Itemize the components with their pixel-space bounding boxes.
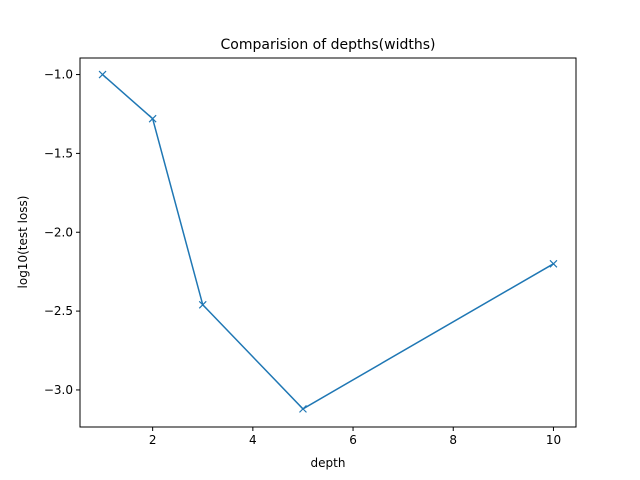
axes-frame	[79, 57, 577, 428]
x-axis-label: depth	[311, 456, 346, 470]
x-axis: 2 4 6 8 10	[149, 427, 561, 447]
y-tick-label: −2.5	[44, 304, 73, 318]
x-tick-label: 4	[249, 433, 257, 447]
series-line	[102, 73, 554, 410]
data-point	[98, 70, 107, 79]
chart-title: Comparision of depths(widths)	[221, 37, 436, 53]
plot-area	[98, 70, 558, 413]
x-tick-label: 10	[546, 433, 561, 447]
x-tick-label: 2	[149, 433, 157, 447]
y-tick-label: −3.0	[44, 383, 73, 397]
y-tick-label: −1.0	[44, 68, 73, 82]
data-point	[299, 404, 307, 413]
data-point	[549, 259, 558, 268]
y-tick-label: −1.5	[44, 146, 73, 160]
y-tick-label: −2.0	[44, 225, 73, 239]
y-axis: −1.0 −1.5 −2.0 −2.5 −3.0	[44, 68, 80, 397]
data-point	[148, 114, 157, 123]
data-point	[198, 300, 207, 309]
x-tick-label: 8	[449, 433, 457, 447]
y-axis-label: log10(test loss)	[16, 196, 30, 289]
x-tick-label: 6	[349, 433, 357, 447]
